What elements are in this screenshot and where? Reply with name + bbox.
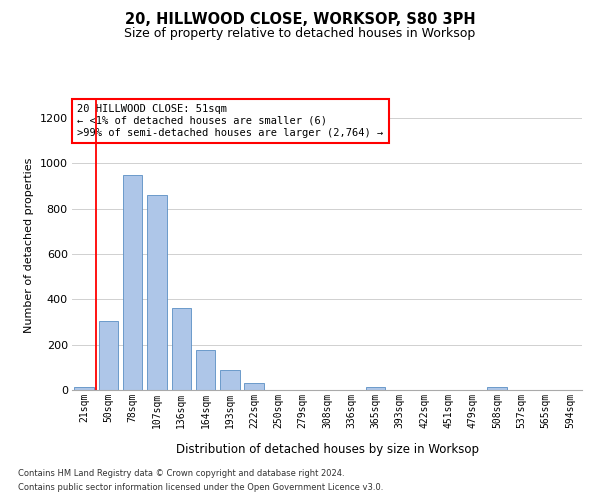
Text: Contains HM Land Registry data © Crown copyright and database right 2024.: Contains HM Land Registry data © Crown c… [18, 468, 344, 477]
Text: Contains public sector information licensed under the Open Government Licence v3: Contains public sector information licen… [18, 484, 383, 492]
Bar [196, 350, 215, 390]
Text: Distribution of detached houses by size in Worksop: Distribution of detached houses by size … [176, 442, 479, 456]
Bar [99, 321, 118, 390]
Text: 20, HILLWOOD CLOSE, WORKSOP, S80 3PH: 20, HILLWOOD CLOSE, WORKSOP, S80 3PH [125, 12, 475, 28]
Bar [244, 383, 264, 390]
Bar [487, 386, 507, 390]
Bar [366, 388, 385, 390]
Y-axis label: Number of detached properties: Number of detached properties [24, 158, 34, 332]
Text: 20 HILLWOOD CLOSE: 51sqm
← <1% of detached houses are smaller (6)
>99% of semi-d: 20 HILLWOOD CLOSE: 51sqm ← <1% of detach… [77, 104, 383, 138]
Bar [172, 308, 191, 390]
Bar [123, 175, 142, 390]
Text: Size of property relative to detached houses in Worksop: Size of property relative to detached ho… [124, 28, 476, 40]
Bar [74, 386, 94, 390]
Bar [220, 370, 239, 390]
Bar [147, 195, 167, 390]
